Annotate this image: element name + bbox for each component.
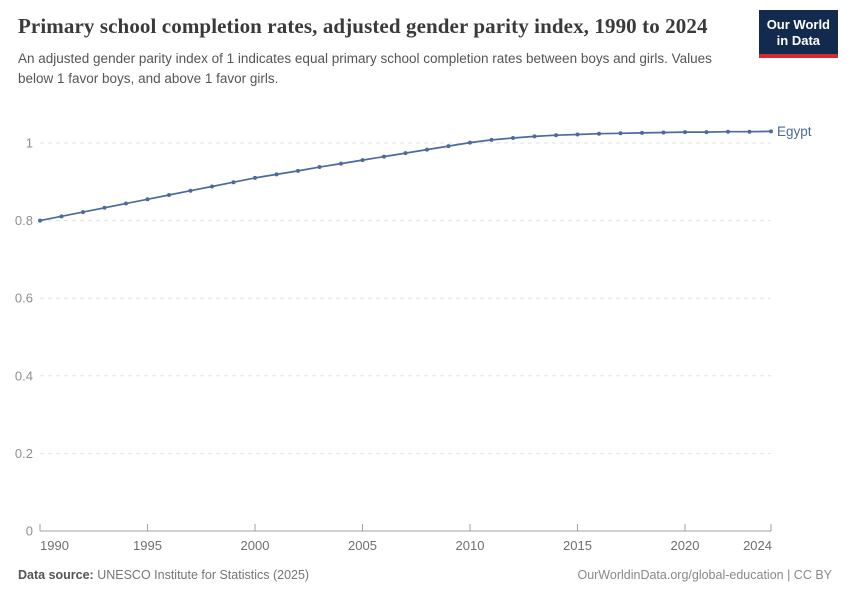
data-point-marker[interactable]: [446, 144, 451, 149]
x-tick-label: 1990: [40, 538, 69, 553]
series-line-egypt: [39, 130, 772, 222]
data-point-marker[interactable]: [317, 165, 322, 170]
data-point-marker[interactable]: [382, 154, 386, 159]
data-point-marker[interactable]: [145, 197, 150, 202]
data-point-marker[interactable]: [769, 129, 773, 134]
data-point-marker[interactable]: [274, 172, 279, 177]
data-point-marker[interactable]: [231, 180, 236, 185]
chart-title: Primary school completion rates, adjuste…: [18, 14, 708, 38]
x-tick-label: 2010: [456, 538, 485, 553]
chart-header: Primary school completion rates, adjuste…: [18, 13, 833, 89]
owid-logo-line1: Our World: [766, 17, 830, 32]
data-point-marker[interactable]: [532, 134, 537, 139]
x-tick-label: 2020: [671, 538, 700, 553]
data-point-marker[interactable]: [704, 130, 709, 135]
data-point-marker[interactable]: [59, 214, 64, 219]
y-tick-label: 1: [26, 136, 33, 151]
data-source: Data source: UNESCO Institute for Statis…: [18, 568, 309, 582]
owid-logo-line2: in Data: [776, 32, 821, 48]
data-point-marker[interactable]: [640, 130, 644, 135]
data-point-marker[interactable]: [296, 168, 300, 173]
y-tick-label: 0: [26, 524, 33, 539]
data-point-marker[interactable]: [554, 133, 558, 138]
data-point-marker[interactable]: [102, 205, 107, 210]
x-tick-label: 2024: [743, 538, 772, 553]
credit-link[interactable]: OurWorldinData.org/global-education | CC…: [577, 568, 832, 582]
data-point-marker[interactable]: [597, 131, 601, 136]
data-point-marker[interactable]: [747, 129, 752, 134]
data-point-marker[interactable]: [124, 201, 128, 206]
series-end-label[interactable]: Egypt: [777, 124, 812, 139]
data-point-marker[interactable]: [81, 210, 85, 215]
data-point-marker[interactable]: [210, 184, 214, 189]
data-point-marker[interactable]: [253, 175, 257, 180]
data-point-marker[interactable]: [726, 129, 730, 134]
data-point-marker[interactable]: [167, 192, 171, 197]
data-point-marker[interactable]: [360, 158, 365, 163]
data-point-marker[interactable]: [683, 130, 687, 135]
data-point-marker[interactable]: [425, 147, 429, 152]
data-point-marker[interactable]: [403, 151, 408, 156]
data-point-marker[interactable]: [38, 218, 42, 223]
data-point-marker[interactable]: [188, 188, 193, 193]
owid-logo[interactable]: Our World in Data: [758, 10, 838, 59]
data-point-marker[interactable]: [575, 132, 580, 137]
x-tick-label: 1995: [133, 538, 162, 553]
y-tick-label: 0.6: [15, 291, 33, 306]
y-tick-label: 0.4: [15, 368, 33, 383]
data-point-marker[interactable]: [489, 137, 494, 142]
data-source-label: Data source:: [18, 568, 94, 582]
x-tick-label: 2015: [563, 538, 592, 553]
chart-subtitle: An adjusted gender parity index of 1 ind…: [18, 50, 712, 87]
chart-footer: Data source: UNESCO Institute for Statis…: [18, 568, 832, 582]
x-tick-label: 2000: [241, 538, 270, 553]
y-tick-label: 0.8: [15, 213, 33, 228]
data-point-marker[interactable]: [511, 135, 515, 140]
data-point-marker[interactable]: [468, 140, 472, 145]
data-point-marker[interactable]: [618, 131, 623, 136]
y-tick-label: 0.2: [15, 446, 33, 461]
data-point-marker[interactable]: [661, 130, 666, 135]
data-source-text: UNESCO Institute for Statistics (2025): [93, 568, 310, 582]
x-tick-label: 2005: [348, 538, 377, 553]
data-point-marker[interactable]: [339, 161, 343, 166]
